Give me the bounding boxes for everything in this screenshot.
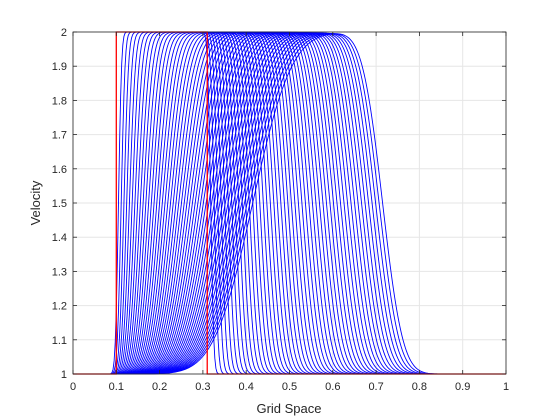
labels-layer: 0 0.1 0.2 0.3 0.4 0.5 0.6 0.7 0.8 0.9 1 1 1.1 1.2 1.3 1… xyxy=(52,27,509,393)
x-tick-label: 0.6 xyxy=(325,381,340,393)
x-tick-label: 0.8 xyxy=(412,381,427,393)
x-tick-label: 0.1 xyxy=(109,381,124,393)
y-tick-label: 1.7 xyxy=(52,130,67,142)
x-tick-label: 1 xyxy=(503,381,509,393)
x-tick-label: 0.5 xyxy=(282,381,297,393)
x-tick-label: 0 xyxy=(70,381,76,393)
y-tick-label: 1 xyxy=(61,369,67,381)
x-tick-label: 0.7 xyxy=(368,381,383,393)
y-tick-label: 1.3 xyxy=(52,266,67,278)
y-tick-label: 2 xyxy=(61,27,67,39)
x-tick-label: 0.4 xyxy=(239,381,254,393)
y-axis-title: Velocity xyxy=(28,180,43,225)
y-tick-label: 1.1 xyxy=(52,335,67,347)
x-axis-title: Grid Space xyxy=(256,401,321,416)
x-tick-label: 0.9 xyxy=(455,381,470,393)
y-tick-label: 1.5 xyxy=(52,198,67,210)
axes-layer xyxy=(72,31,507,375)
x-tick-label: 0.2 xyxy=(152,381,167,393)
y-tick-label: 1.4 xyxy=(52,232,67,244)
y-tick-label: 1.2 xyxy=(52,301,67,313)
x-tick-label: 0.3 xyxy=(195,381,210,393)
y-tick-label: 1.8 xyxy=(52,95,67,107)
y-tick-label: 1.9 xyxy=(52,61,67,73)
y-tick-label: 1.6 xyxy=(52,164,67,176)
